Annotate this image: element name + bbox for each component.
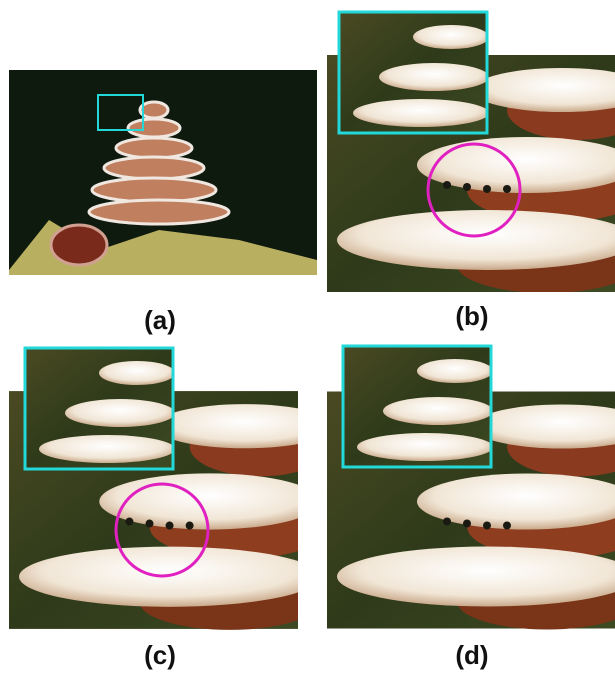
inset-c: [25, 348, 175, 469]
inset-b: [339, 12, 489, 133]
panel-label: (c): [144, 640, 176, 670]
panel-label: (a): [144, 305, 176, 335]
figure: (a) (b) (c) (d): [0, 0, 615, 673]
inset-d: [343, 346, 493, 467]
panel-label: (b): [455, 301, 488, 331]
panel-label: (d): [455, 640, 488, 670]
image-a: [9, 70, 317, 275]
